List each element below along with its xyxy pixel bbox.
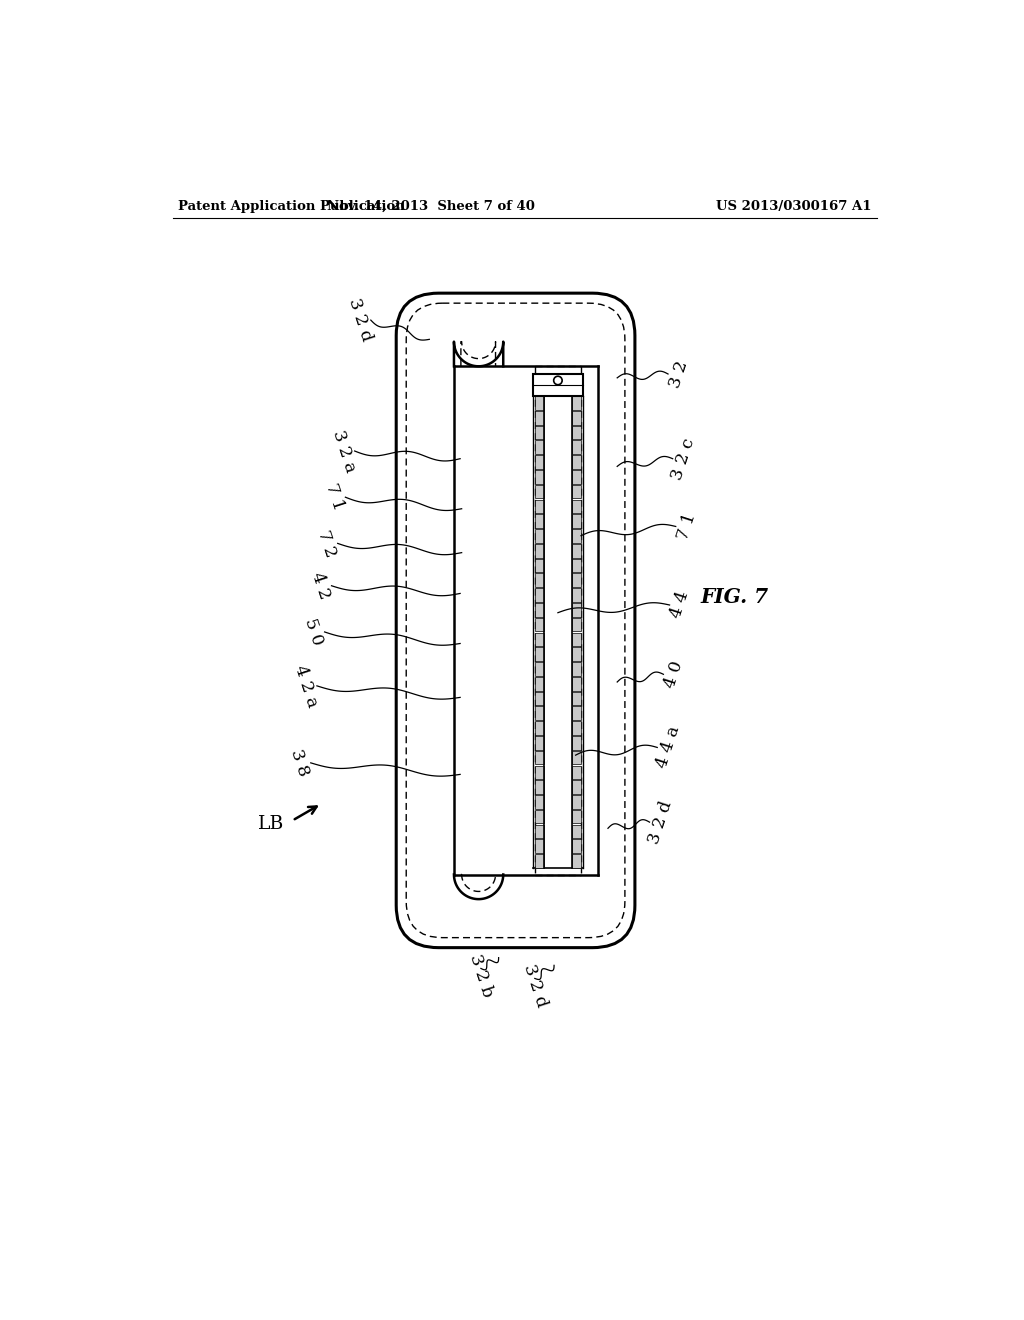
Bar [535, 810, 544, 824]
Bar [535, 721, 544, 735]
Bar [535, 677, 544, 690]
Bar [571, 618, 581, 631]
FancyBboxPatch shape [396, 293, 635, 948]
Bar [535, 529, 544, 543]
Bar [571, 825, 581, 838]
Bar [535, 544, 544, 557]
Text: US 2013/0300167 A1: US 2013/0300167 A1 [716, 199, 871, 213]
Bar [571, 558, 581, 573]
Text: FIG. 7: FIG. 7 [700, 587, 768, 607]
Bar [571, 484, 581, 499]
Text: 3 2 d: 3 2 d [645, 799, 675, 846]
Bar [571, 411, 581, 425]
Bar [532, 374, 584, 396]
Bar [535, 663, 544, 676]
Text: 7 1: 7 1 [323, 482, 347, 513]
Bar [535, 647, 544, 661]
Text: Patent Application Publication: Patent Application Publication [178, 199, 406, 213]
Bar [571, 721, 581, 735]
Bar [571, 706, 581, 719]
Text: 4 2: 4 2 [308, 570, 333, 602]
Bar [571, 663, 581, 676]
Bar [571, 441, 581, 454]
Bar [535, 558, 544, 573]
Bar [535, 589, 544, 602]
Bar [535, 499, 544, 513]
Bar [571, 840, 581, 853]
Bar [535, 441, 544, 454]
Text: LB: LB [258, 816, 285, 833]
Bar [571, 589, 581, 602]
Text: 5 0: 5 0 [301, 616, 327, 648]
Bar [571, 692, 581, 705]
Bar [535, 455, 544, 469]
Text: 4 2 a: 4 2 a [291, 663, 321, 709]
Text: 3 2 b: 3 2 b [466, 953, 496, 999]
Bar [535, 825, 544, 838]
Bar [571, 515, 581, 528]
Bar [535, 618, 544, 631]
Bar [571, 632, 581, 647]
Bar [535, 515, 544, 528]
Bar [535, 426, 544, 440]
Bar [571, 529, 581, 543]
Bar [535, 470, 544, 483]
Bar [535, 751, 544, 764]
Bar [535, 573, 544, 587]
Bar [571, 810, 581, 824]
Text: 4 4 a: 4 4 a [653, 725, 683, 771]
Text: 3 2: 3 2 [667, 358, 691, 389]
Bar [571, 603, 581, 616]
Bar [571, 573, 581, 587]
Text: 7 1: 7 1 [674, 511, 698, 543]
Bar [535, 840, 544, 853]
Text: 3 2 a: 3 2 a [329, 428, 358, 474]
Bar [571, 426, 581, 440]
Text: 4 4: 4 4 [668, 589, 692, 620]
Bar [535, 632, 544, 647]
Text: 3 2 d: 3 2 d [345, 297, 375, 343]
Bar [535, 854, 544, 867]
Bar [571, 737, 581, 750]
Bar [571, 499, 581, 513]
Bar [571, 396, 581, 409]
Circle shape [554, 376, 562, 384]
Bar [535, 603, 544, 616]
Text: 3 2 d: 3 2 d [520, 962, 550, 1010]
Bar [535, 706, 544, 719]
Bar [571, 544, 581, 557]
Bar [571, 677, 581, 690]
Bar [571, 647, 581, 661]
Bar [535, 411, 544, 425]
Bar [571, 751, 581, 764]
Bar [535, 795, 544, 809]
Bar [571, 795, 581, 809]
Bar [535, 766, 544, 779]
Bar [535, 692, 544, 705]
Text: Nov. 14, 2013  Sheet 7 of 40: Nov. 14, 2013 Sheet 7 of 40 [327, 199, 535, 213]
Bar [535, 737, 544, 750]
Text: 7 2: 7 2 [314, 528, 339, 560]
Text: 3 2 c: 3 2 c [669, 436, 698, 482]
Bar [535, 780, 544, 793]
Bar [571, 470, 581, 483]
Bar [535, 396, 544, 409]
Bar [571, 766, 581, 779]
Bar [571, 780, 581, 793]
Bar [535, 484, 544, 499]
Text: 3 8: 3 8 [288, 747, 312, 779]
Bar [571, 455, 581, 469]
Bar [571, 854, 581, 867]
Text: 4 0: 4 0 [662, 659, 686, 690]
